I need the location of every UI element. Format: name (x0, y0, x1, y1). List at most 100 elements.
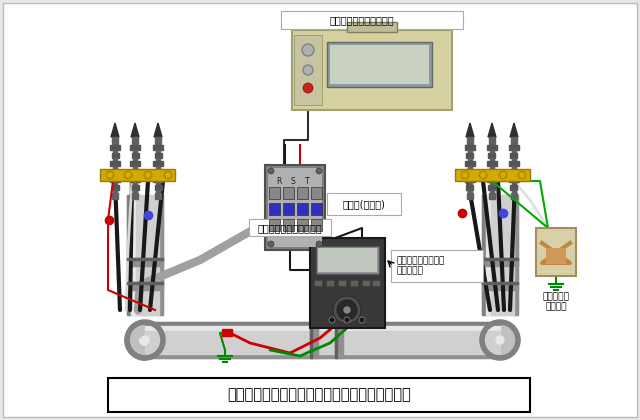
Bar (156, 150, 160, 153)
Bar (316, 246, 379, 274)
Circle shape (344, 307, 350, 313)
Bar (482, 258, 518, 266)
Bar (100, 169, 175, 181)
Bar (130, 145, 140, 150)
Circle shape (482, 322, 518, 358)
Bar (487, 161, 497, 166)
Bar (467, 185, 474, 190)
Bar (511, 153, 518, 158)
Bar (468, 182, 472, 185)
Bar (489, 193, 495, 199)
Bar (127, 282, 163, 284)
Circle shape (520, 173, 524, 177)
Bar (133, 158, 137, 161)
Bar (338, 280, 346, 286)
Circle shape (499, 171, 507, 179)
Bar (512, 158, 516, 161)
Bar (269, 219, 280, 231)
Bar (283, 219, 294, 231)
Bar (482, 195, 518, 315)
Circle shape (518, 171, 526, 179)
FancyBboxPatch shape (327, 193, 401, 215)
Bar (110, 145, 120, 150)
Bar (222, 329, 232, 336)
Bar (512, 150, 516, 153)
Bar (269, 203, 280, 215)
Bar (111, 169, 118, 174)
Text: T: T (305, 176, 309, 186)
Circle shape (329, 317, 335, 323)
Bar (130, 161, 140, 166)
Bar (350, 280, 358, 286)
Circle shape (461, 171, 469, 179)
Bar (467, 153, 474, 158)
Polygon shape (510, 123, 518, 137)
Bar (297, 187, 308, 199)
Bar (113, 150, 117, 153)
Bar (482, 258, 518, 260)
Bar (133, 182, 137, 185)
Bar (468, 150, 472, 153)
Bar (154, 169, 161, 174)
Bar (113, 158, 117, 161)
Polygon shape (488, 123, 496, 137)
Circle shape (268, 168, 274, 174)
Bar (488, 169, 495, 174)
Bar (468, 174, 472, 177)
Circle shape (316, 168, 322, 174)
Bar (512, 182, 516, 185)
Circle shape (463, 173, 467, 177)
Bar (511, 137, 517, 145)
Bar (482, 195, 486, 315)
Polygon shape (127, 340, 145, 358)
Bar (310, 322, 318, 358)
Bar (127, 282, 163, 290)
Bar (145, 322, 500, 326)
Circle shape (303, 83, 313, 93)
Bar (153, 177, 163, 182)
Text: 遮蔽銅テープ抵抗測定器: 遮蔽銅テープ抵抗測定器 (330, 15, 394, 25)
Bar (127, 258, 163, 266)
Bar (512, 174, 516, 177)
Bar (145, 331, 500, 354)
Bar (468, 158, 472, 161)
Bar (145, 354, 500, 358)
Bar (113, 190, 117, 193)
Bar (127, 195, 131, 315)
Bar (156, 182, 160, 185)
Bar (110, 177, 120, 182)
Circle shape (496, 336, 504, 344)
Bar (490, 174, 494, 177)
Bar (512, 166, 516, 169)
Bar (486, 195, 491, 315)
Bar (467, 169, 474, 174)
Circle shape (268, 241, 274, 247)
Bar (487, 177, 497, 182)
Text: デジタルマルチテスター: デジタルマルチテスター (258, 223, 323, 233)
Bar (465, 145, 475, 150)
Bar (314, 280, 322, 286)
Circle shape (124, 171, 132, 179)
Bar (482, 282, 518, 284)
Bar (156, 158, 160, 161)
Bar (489, 137, 495, 145)
Bar (269, 187, 280, 199)
Bar (468, 190, 472, 193)
Bar (511, 185, 518, 190)
Circle shape (141, 336, 149, 344)
FancyBboxPatch shape (249, 219, 331, 236)
Bar (362, 280, 370, 286)
Circle shape (108, 173, 112, 177)
Circle shape (303, 65, 313, 75)
Circle shape (127, 322, 163, 358)
Bar (108, 378, 530, 412)
Bar (335, 322, 337, 358)
Circle shape (166, 173, 170, 177)
Bar (294, 35, 322, 105)
Bar (265, 165, 325, 250)
Bar (488, 153, 495, 158)
Text: テスターによる誘起
電圧の測定: テスターによる誘起 電圧の測定 (397, 256, 445, 276)
Bar (110, 161, 120, 166)
Bar (111, 185, 118, 190)
Bar (311, 187, 322, 199)
